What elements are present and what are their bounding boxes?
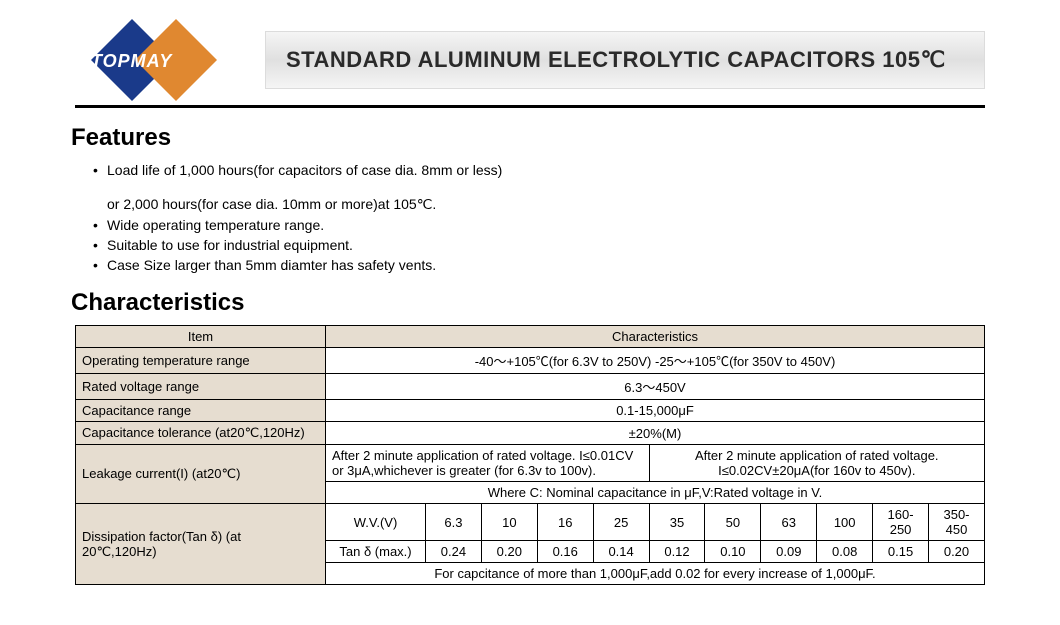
header-item: Item	[76, 326, 326, 348]
row-label-cap: Capacitance range	[76, 400, 326, 422]
logo: TOPMAY	[75, 25, 235, 95]
table-row: Dissipation factor(Tan δ) (at 20℃,120Hz)…	[76, 504, 985, 541]
leakage-note: Where C: Nominal capacitance in μF,V:Rat…	[326, 482, 985, 504]
row-value-cap: 0.1-15,000μF	[326, 400, 985, 422]
tan-cell: 0.15	[873, 541, 929, 563]
row-label-optemp: Operating temperature range	[76, 348, 326, 374]
table-row: Rated voltage range 6.3～450V	[76, 374, 985, 400]
tan-cell: 0.10	[705, 541, 761, 563]
page-root: TOPMAY STANDARD ALUMINUM ELECTROLYTIC CA…	[0, 0, 1060, 585]
feature-item-continuation: or 2,000 hours(for case dia. 10mm or mor…	[75, 194, 985, 214]
feature-item: Wide operating temperature range.	[93, 215, 985, 235]
wv-label: W.V.(V)	[326, 504, 426, 541]
row-value-captol: ±20%(M)	[326, 422, 985, 445]
wv-cell: 100	[817, 504, 873, 541]
document-title: STANDARD ALUMINUM ELECTROLYTIC CAPACITOR…	[286, 47, 946, 73]
table-row: Capacitance range 0.1-15,000μF	[76, 400, 985, 422]
wv-cell: 10	[481, 504, 537, 541]
wv-cell: 63	[761, 504, 817, 541]
header-divider	[75, 105, 985, 108]
table-header-row: Item Characteristics	[76, 326, 985, 348]
feature-item: Load life of 1,000 hours(for capacitors …	[93, 160, 985, 180]
table-row: Capacitance tolerance (at20℃,120Hz) ±20%…	[76, 422, 985, 445]
tan-cell: 0.09	[761, 541, 817, 563]
tan-cell: 0.20	[929, 541, 985, 563]
tan-cell: 0.12	[649, 541, 705, 563]
logo-text: TOPMAY	[91, 51, 172, 72]
tan-cell: 0.14	[593, 541, 649, 563]
row-label-diss: Dissipation factor(Tan δ) (at 20℃,120Hz)	[76, 504, 326, 585]
table-row: Operating temperature range -40～+105℃(fo…	[76, 348, 985, 374]
diss-note: For capcitance of more than 1,000μF,add …	[326, 563, 985, 585]
header: TOPMAY STANDARD ALUMINUM ELECTROLYTIC CA…	[75, 25, 985, 95]
wv-cell: 50	[705, 504, 761, 541]
tan-label: Tan δ (max.)	[326, 541, 426, 563]
wv-cell: 350-450	[929, 504, 985, 541]
tan-cell: 0.08	[817, 541, 873, 563]
title-bar: STANDARD ALUMINUM ELECTROLYTIC CAPACITOR…	[265, 31, 985, 89]
row-value-optemp: -40～+105℃(for 6.3V to 250V) -25～+105℃(fo…	[326, 348, 985, 374]
features-list: Load life of 1,000 hours(for capacitors …	[75, 160, 985, 180]
leakage-left: After 2 minute application of rated volt…	[326, 445, 650, 482]
wv-cell: 160-250	[873, 504, 929, 541]
characteristics-table: Item Characteristics Operating temperatu…	[75, 325, 985, 585]
table-row: Leakage current(I) (at20℃) After 2 minut…	[76, 445, 985, 482]
feature-item: Case Size larger than 5mm diamter has sa…	[93, 255, 985, 275]
feature-item: Suitable to use for industrial equipment…	[93, 235, 985, 255]
row-value-rv: 6.3～450V	[326, 374, 985, 400]
row-label-leakage: Leakage current(I) (at20℃)	[76, 445, 326, 504]
features-list-cont: Wide operating temperature range. Suitab…	[75, 215, 985, 276]
wv-cell: 16	[537, 504, 593, 541]
header-characteristics: Characteristics	[326, 326, 985, 348]
wv-cell: 6.3	[426, 504, 482, 541]
tan-cell: 0.24	[426, 541, 482, 563]
wv-cell: 35	[649, 504, 705, 541]
row-label-rv: Rated voltage range	[76, 374, 326, 400]
wv-cell: 25	[593, 504, 649, 541]
features-heading: Features	[71, 124, 985, 152]
tan-cell: 0.16	[537, 541, 593, 563]
tan-cell: 0.20	[481, 541, 537, 563]
row-label-captol: Capacitance tolerance (at20℃,120Hz)	[76, 422, 326, 445]
characteristics-heading: Characteristics	[71, 289, 985, 317]
leakage-right: After 2 minute application of rated volt…	[649, 445, 984, 482]
